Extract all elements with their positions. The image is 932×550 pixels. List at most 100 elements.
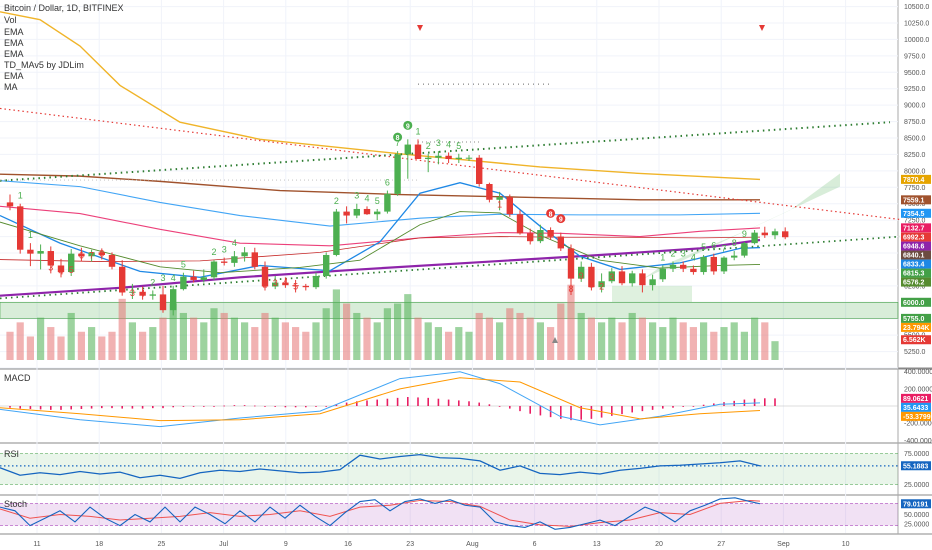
candle-body: [241, 252, 248, 257]
legend-entry-td-mav5[interactable]: TD_MAv5 by JDLim: [4, 60, 84, 70]
macd-histogram-bar: [488, 404, 491, 406]
volume-bar: [373, 322, 381, 360]
macd-histogram-bar: [509, 406, 511, 409]
td-count-label: 4: [140, 289, 145, 299]
price-tag-label: 6.562K: [903, 337, 926, 344]
td-setup-number: 9: [559, 217, 563, 224]
candle-body: [557, 236, 564, 249]
candle-body: [363, 208, 371, 215]
volume-bar: [455, 327, 463, 360]
legend-entry-ema-2[interactable]: EMA: [4, 38, 24, 48]
price-panel: [0, 0, 898, 368]
ema-purple-line: [0, 238, 761, 297]
candle-body: [578, 266, 585, 279]
price-tag: [901, 195, 931, 205]
macd-histogram-bar: [315, 406, 317, 407]
volume-bar: [332, 289, 340, 360]
volume-bar: [251, 327, 259, 360]
candle-body: [302, 285, 309, 288]
legend-entry-ema-1[interactable]: EMA: [4, 27, 24, 37]
macd-histogram-bar: [539, 406, 542, 416]
macd-histogram-bar: [570, 406, 572, 421]
macd-histogram-bar: [519, 406, 521, 412]
td-count-label: 7: [89, 251, 94, 261]
macd-histogram-bar: [366, 400, 368, 406]
volume-bar: [6, 331, 14, 360]
volume-bar: [230, 317, 238, 360]
stoch-tag-label: 79.0191: [903, 501, 928, 508]
price-axis-tick: 9750.0: [904, 53, 926, 60]
time-axis-tick: Sep: [777, 541, 790, 548]
td-setup-circle: [546, 208, 556, 218]
macd-histogram-bar: [590, 406, 593, 419]
time-axis-tick: Jul: [219, 541, 228, 548]
td-count-label: 5: [456, 141, 461, 151]
price-tag: [901, 322, 931, 332]
volume-bar: [445, 331, 453, 360]
macd-histogram-bar: [172, 406, 174, 408]
price-axis-tick: 6250.0: [904, 283, 926, 290]
volume-bar: [761, 322, 769, 360]
price-axis-tick: 8250.0: [904, 152, 926, 159]
macd-histogram-bar: [9, 406, 11, 408]
td-setup-circle: [403, 120, 413, 130]
volume-bar: [679, 322, 687, 360]
macd-histogram-bar: [764, 398, 766, 406]
candle-body: [547, 230, 554, 237]
volume-bar: [98, 336, 106, 360]
macd-histogram-bar: [29, 406, 32, 409]
price-tag: [901, 313, 931, 323]
chart-legend: Bitcoin / Dollar, 1D, BITFINEX Vol EMA E…: [4, 3, 124, 92]
candle-body: [598, 281, 605, 288]
td-count-label: 2: [120, 285, 125, 295]
candle-body: [700, 256, 707, 273]
td-count-label: 2: [262, 279, 267, 289]
support-dotted-top-line: [0, 121, 891, 182]
macd-axis-tick: 400.0000: [904, 369, 932, 376]
price-axis-tick: 7750.0: [904, 185, 926, 192]
macd-histogram-bar: [284, 406, 287, 408]
price-tag: [901, 277, 931, 287]
candle-body: [139, 291, 146, 296]
macd-histogram-bar: [254, 405, 256, 407]
volume-bar: [241, 322, 249, 360]
time-axis-tick: 18: [95, 541, 103, 548]
td-count-label: 1: [415, 126, 420, 136]
legend-entry-ema-3[interactable]: EMA: [4, 49, 24, 59]
legend-entry-vol[interactable]: Vol: [4, 15, 17, 25]
td-setup-number: 8: [396, 135, 400, 142]
volume-bar: [77, 331, 85, 360]
macd-histogram-bar: [753, 398, 756, 406]
rsi-tag: [901, 461, 931, 471]
candle-body: [180, 276, 187, 290]
td-count-label: 3: [130, 288, 135, 298]
volume-bar: [689, 327, 697, 360]
td-count-label: 3: [273, 278, 278, 288]
rsi-panel-label: RSI: [4, 449, 19, 459]
price-tag: [901, 241, 931, 251]
td-count-label: 1: [28, 230, 33, 240]
candle-body: [251, 252, 258, 267]
time-axis-tick: 16: [344, 541, 352, 548]
support-dotted-bottom-line: [0, 235, 901, 300]
legend-entry-ema-4[interactable]: EMA: [4, 71, 24, 81]
ema-brown-line: [0, 173, 761, 201]
candle-body: [720, 257, 728, 272]
candle-body: [129, 291, 136, 293]
candle-body: [190, 276, 197, 280]
macd-histogram-bar: [80, 406, 83, 409]
legend-entry-ma[interactable]: MA: [4, 82, 18, 92]
volume-bar: [128, 322, 136, 360]
candle-body: [629, 273, 636, 284]
td-count-label: 4: [283, 277, 288, 287]
td-setup-circle: [556, 214, 566, 224]
td-count-label: 9: [742, 229, 747, 239]
volume-bar: [720, 327, 728, 360]
td-count-label: 2: [670, 249, 675, 259]
price-axis-tick: 8500.0: [904, 136, 926, 143]
candle-body: [710, 256, 717, 272]
price-tag-label: 6992.3: [903, 235, 925, 242]
macd-histogram-bar: [580, 406, 582, 420]
macd-histogram-bar: [294, 406, 297, 408]
